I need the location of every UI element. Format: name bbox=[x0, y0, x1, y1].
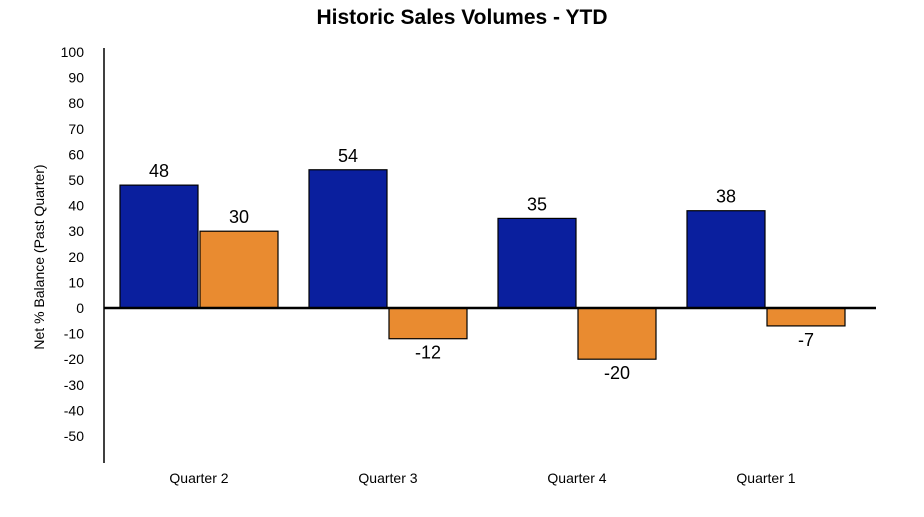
y-tick-label: 70 bbox=[68, 121, 84, 137]
x-tick-label: Quarter 2 bbox=[169, 470, 228, 486]
y-tick-label: -20 bbox=[64, 351, 84, 367]
data-label: 35 bbox=[527, 194, 547, 214]
y-tick-label: 30 bbox=[68, 223, 84, 239]
y-tick-label: 40 bbox=[68, 198, 84, 214]
y-tick-label: 20 bbox=[68, 249, 84, 265]
y-tick-label: 50 bbox=[68, 172, 84, 188]
x-tick-label: Quarter 4 bbox=[547, 470, 606, 486]
y-tick-label: 60 bbox=[68, 146, 84, 162]
x-tick-label: Quarter 1 bbox=[736, 470, 795, 486]
y-tick-label: 80 bbox=[68, 95, 84, 111]
y-tick-label: 0 bbox=[76, 300, 84, 316]
data-label: -20 bbox=[604, 363, 630, 383]
data-label: 54 bbox=[338, 146, 358, 166]
bar-series-2-quarter-1 bbox=[766, 307, 846, 327]
y-tick-label: 90 bbox=[68, 70, 84, 86]
bar-series-1-quarter-2 bbox=[119, 184, 199, 309]
bar-series-2-quarter-3 bbox=[388, 307, 468, 340]
data-labels: 48 30 54 -12 35 -20 38 -7 bbox=[104, 146, 876, 383]
x-tick-label: Quarter 3 bbox=[358, 470, 417, 486]
bar-series-1-quarter-3 bbox=[308, 169, 388, 309]
data-label: -12 bbox=[415, 343, 441, 363]
bars bbox=[119, 169, 846, 360]
y-tick-label: 100 bbox=[61, 44, 85, 60]
y-tick-label: -10 bbox=[64, 326, 84, 342]
chart-title: Historic Sales Volumes - YTD bbox=[316, 6, 608, 29]
y-axis-label: Net % Balance (Past Quarter) bbox=[31, 164, 47, 349]
bar-series-1-quarter-4 bbox=[497, 217, 577, 309]
y-tick-label: 10 bbox=[68, 274, 84, 290]
bar-series-2-quarter-2 bbox=[199, 230, 279, 309]
bar-series-1-quarter-1 bbox=[686, 210, 766, 309]
y-tick-label: -40 bbox=[64, 402, 84, 418]
bar-series-2-quarter-4 bbox=[577, 307, 657, 360]
data-label: 38 bbox=[716, 187, 736, 207]
data-label: 30 bbox=[229, 207, 249, 227]
data-label: -7 bbox=[798, 330, 814, 350]
y-tick-label: -50 bbox=[64, 428, 84, 444]
y-tick-label: -30 bbox=[64, 377, 84, 393]
axes: 1009080706050403020100-10-20-30-40-50Net… bbox=[31, 44, 796, 486]
data-label: 48 bbox=[149, 161, 169, 181]
